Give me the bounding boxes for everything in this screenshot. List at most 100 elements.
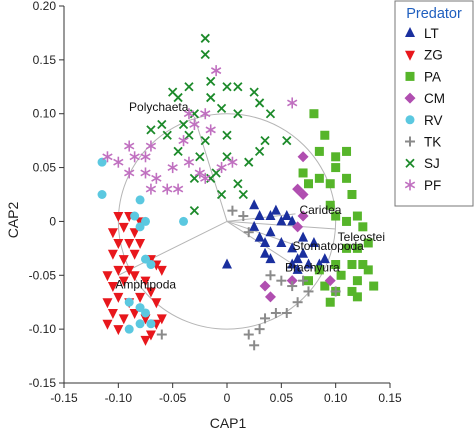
point <box>405 50 415 61</box>
point <box>107 308 118 319</box>
point <box>276 236 287 247</box>
series-tk <box>156 205 341 351</box>
point <box>249 340 260 351</box>
x-tick-label: 0.15 <box>378 391 402 405</box>
point <box>113 292 124 303</box>
point <box>331 163 341 173</box>
y-tick-label: -0.05 <box>29 268 57 282</box>
point <box>200 108 211 120</box>
axes: -0.15 -0.10 -0.05 0 0.05 0.10 0.15 -0.15 -0.10 -0… <box>29 0 402 405</box>
point <box>243 227 254 238</box>
x-tick-label: 0.05 <box>270 391 294 405</box>
point <box>292 297 303 308</box>
point <box>189 206 200 216</box>
point <box>331 152 341 162</box>
y-tick-label: 0.20 <box>33 0 57 13</box>
point <box>259 280 271 292</box>
point <box>254 231 265 242</box>
legend-label: LT <box>424 26 439 41</box>
point <box>358 260 368 270</box>
y-tick-label: -0.10 <box>29 322 57 336</box>
point <box>145 287 156 298</box>
point <box>206 92 216 103</box>
point <box>118 276 129 287</box>
point <box>206 76 216 87</box>
y-tick-label: 0.05 <box>33 161 57 175</box>
point <box>173 92 183 103</box>
point <box>331 260 341 270</box>
point <box>151 172 162 184</box>
point <box>347 286 357 296</box>
point <box>287 242 298 253</box>
point <box>352 292 362 302</box>
series-cm <box>259 151 336 303</box>
point <box>304 179 313 189</box>
point <box>243 329 254 340</box>
point <box>282 136 292 146</box>
point <box>184 130 194 140</box>
legend-item-pa: PA <box>405 69 441 84</box>
point <box>265 253 276 264</box>
point <box>281 307 292 318</box>
point <box>260 236 271 247</box>
point <box>178 135 189 147</box>
point <box>320 281 330 291</box>
point <box>227 156 238 168</box>
point <box>216 189 227 200</box>
point <box>254 324 265 335</box>
point <box>270 204 281 215</box>
vector-line-stomatopoda <box>226 220 296 246</box>
point <box>140 167 151 179</box>
point <box>135 319 145 329</box>
point <box>249 199 260 210</box>
point <box>404 179 416 191</box>
point <box>314 173 324 183</box>
point <box>233 82 243 92</box>
point <box>102 271 113 282</box>
series-pf <box>102 65 298 195</box>
point <box>151 298 162 309</box>
point <box>347 190 357 199</box>
legend: Predator LT ZG PA CM RV TK SJ PF <box>394 0 474 207</box>
point <box>405 158 415 168</box>
point <box>254 98 265 108</box>
point <box>129 308 140 319</box>
point <box>222 258 232 269</box>
legend-label: ZG <box>424 48 443 63</box>
point <box>222 152 232 162</box>
point <box>184 82 194 92</box>
point <box>265 210 276 221</box>
legend-items: LT ZG PA CM RV TK SJ PF <box>404 26 445 193</box>
legend-item-lt: LT <box>405 26 439 41</box>
point <box>404 92 416 104</box>
point <box>145 183 157 195</box>
point <box>167 162 178 174</box>
point <box>140 151 151 163</box>
point <box>124 140 135 152</box>
point <box>113 325 124 336</box>
point <box>405 136 415 147</box>
point <box>292 221 304 233</box>
point <box>265 226 276 237</box>
x-axis-label: CAP1 <box>210 415 247 431</box>
points-layer <box>97 33 379 351</box>
point <box>130 211 140 221</box>
point <box>347 260 357 270</box>
vector-label: Brachyura <box>285 260 340 274</box>
point <box>113 238 124 249</box>
point <box>405 27 415 37</box>
point <box>314 146 324 156</box>
point <box>265 270 276 281</box>
point <box>179 216 189 226</box>
point <box>324 275 336 287</box>
point <box>342 216 352 226</box>
point <box>281 210 292 221</box>
point <box>264 291 276 303</box>
point <box>102 151 113 163</box>
point <box>405 71 415 81</box>
vector-line-brachyura <box>226 221 291 263</box>
point <box>135 292 146 303</box>
legend-label: TK <box>424 135 441 150</box>
